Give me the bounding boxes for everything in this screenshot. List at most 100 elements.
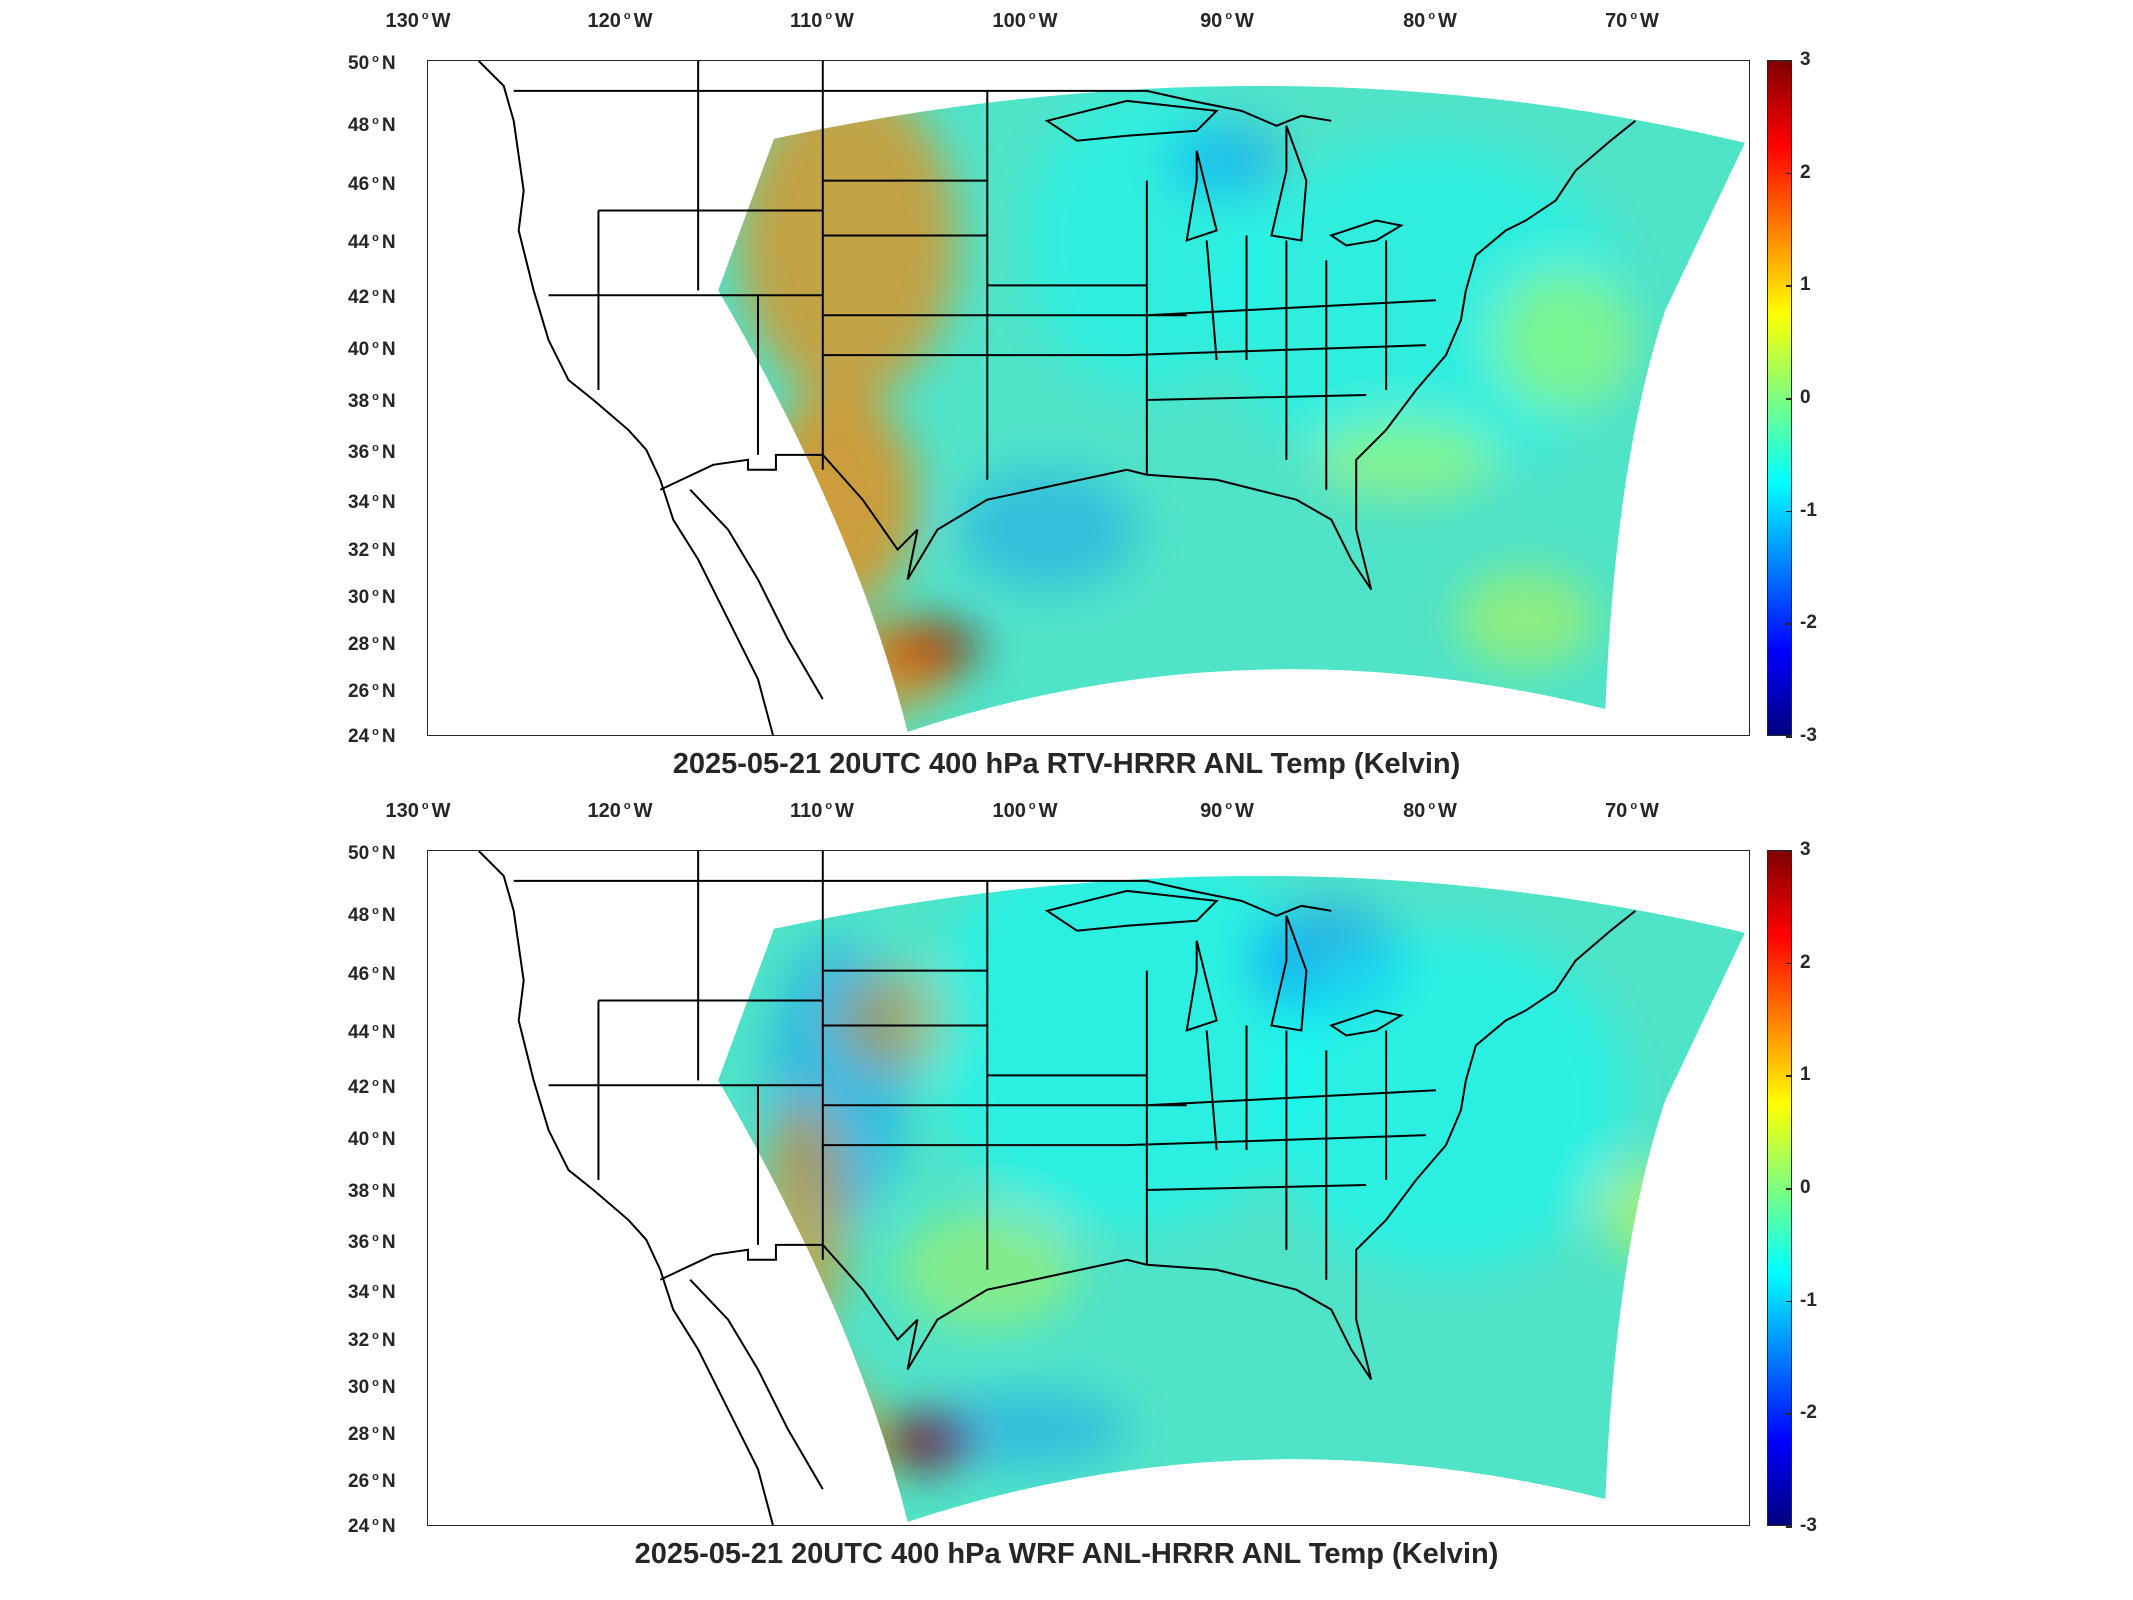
lat-suffix: N [381, 1516, 396, 1538]
lat-suffix: N [381, 1424, 396, 1446]
lat-value: 30 [348, 587, 370, 609]
colorbar-tick-label: -2 [1800, 1402, 1817, 1424]
lat-suffix: N [381, 391, 396, 413]
border-line [659, 1269, 774, 1525]
colorbar-tick-label: 2 [1800, 951, 1811, 973]
colorbar-tick-label: 3 [1800, 49, 1811, 70]
lon-label-130: 130 o W [385, 10, 451, 32]
lat-label-40: 40 o N [348, 1128, 396, 1151]
map-frame [427, 60, 1750, 736]
colorbar-tick-label: 0 [1800, 1177, 1811, 1198]
colorbar-tick-label: -3 [1800, 1515, 1817, 1536]
border-line [659, 1243, 919, 1342]
border-line [478, 851, 662, 1271]
lat-label-34: 34 o N [348, 1281, 396, 1304]
lat-suffix: N [381, 1129, 396, 1151]
colorbar-tick-mark [1786, 1413, 1792, 1415]
border-line [1146, 429, 1387, 590]
border-line [478, 61, 662, 481]
lat-label-36: 36 o N [348, 441, 396, 464]
anomaly-blob [757, 390, 918, 610]
lat-suffix: N [381, 634, 396, 656]
lon-value: 110 [790, 10, 823, 32]
lat-value: 26 [348, 1471, 370, 1493]
lat-suffix: N [381, 1077, 396, 1099]
lat-suffix: N [381, 232, 396, 254]
lat-value: 40 [348, 1129, 370, 1151]
lat-suffix: N [381, 115, 396, 137]
lat-label-34: 34 o N [348, 491, 396, 514]
lon-value: 120 [587, 10, 621, 32]
lat-label-30: 30 o N [348, 1376, 396, 1399]
colorbar-tick-label: 0 [1800, 387, 1811, 408]
lon-label-120: 120 o W [587, 10, 653, 32]
anomaly-blob [1595, 1160, 1716, 1260]
colorbar-tick-label: -2 [1800, 612, 1817, 634]
lat-value: 48 [348, 115, 370, 137]
lon-label-110: 110 o W [790, 10, 854, 32]
lat-value: 38 [348, 391, 370, 413]
border-line [812, 879, 1332, 917]
anomaly-blob [837, 970, 958, 1071]
colorbar-tick-label: -1 [1800, 499, 1817, 521]
lon-value: 100 [992, 800, 1026, 822]
anomaly-blob [1455, 569, 1596, 670]
anomaly-blob [718, 549, 788, 690]
lon-label-70: 70 o W [1605, 10, 1659, 32]
lat-value: 24 [348, 726, 370, 748]
lat-label-36: 36 o N [348, 1231, 396, 1254]
lon-label-100: 100 o W [992, 800, 1058, 822]
anomaly-blob [738, 85, 958, 400]
border-line [1126, 344, 1427, 357]
colorbar-tick-mark [1786, 172, 1792, 175]
colorbar-tick-label: 3 [1800, 839, 1811, 860]
lon-suffix: W [1235, 800, 1254, 822]
lon-suffix: W [1038, 800, 1058, 822]
border-line [906, 468, 1148, 580]
lat-value: 38 [348, 1181, 370, 1203]
border-line [812, 89, 1332, 127]
lat-value: 36 [348, 442, 370, 464]
border-line [1270, 125, 1308, 242]
lat-label-30: 30 o N [348, 586, 396, 609]
map-panel-bottom: 130 o W 120 o W 110 o W 100 o W 90 o W 80 o W 70 o W 50 o N 48 o N… [0, 790, 2133, 1590]
anomaly-blob [1266, 930, 1626, 1270]
lon-suffix: W [1640, 800, 1659, 822]
border-line [689, 1279, 824, 1490]
lat-value: 50 [348, 843, 370, 865]
border-line [1385, 910, 1637, 1221]
lat-value: 42 [348, 1077, 370, 1099]
lat-label-48: 48 o N [348, 904, 396, 927]
border-line [689, 489, 824, 700]
colorbar-tick-label: 1 [1800, 274, 1811, 296]
lat-suffix: N [381, 964, 396, 986]
lat-suffix: N [381, 1282, 396, 1304]
lat-value: 26 [348, 681, 370, 703]
lat-suffix: N [381, 1471, 396, 1493]
lon-suffix: W [1438, 10, 1457, 32]
lat-label-32: 32 o N [348, 539, 396, 562]
border-line [906, 1258, 1148, 1370]
lon-label-80: 80 o W [1403, 10, 1457, 32]
border-line [1385, 120, 1637, 431]
lat-label-42: 42 o N [348, 1076, 396, 1099]
lat-suffix: N [381, 681, 396, 703]
border-line [1146, 394, 1367, 401]
colorbar-tick-label: 2 [1800, 161, 1811, 183]
lon-value: 120 [587, 800, 621, 822]
anomaly-blob [1495, 270, 1636, 410]
lat-label-40: 40 o N [348, 338, 396, 361]
lon-suffix: W [835, 800, 854, 822]
map-frame [427, 850, 1750, 1526]
lat-label-44: 44 o N [348, 231, 396, 254]
lat-value: 32 [348, 540, 370, 562]
lat-value: 34 [348, 492, 370, 514]
lon-value: 70 [1605, 10, 1628, 32]
lon-suffix: W [633, 800, 653, 822]
border-line [1044, 99, 1219, 142]
lon-suffix: W [633, 10, 653, 32]
anomaly-blob [957, 469, 1137, 590]
lat-value: 44 [348, 1022, 370, 1044]
anomaly-blob [757, 1100, 848, 1340]
colorbar-tick-label: -3 [1800, 725, 1817, 746]
